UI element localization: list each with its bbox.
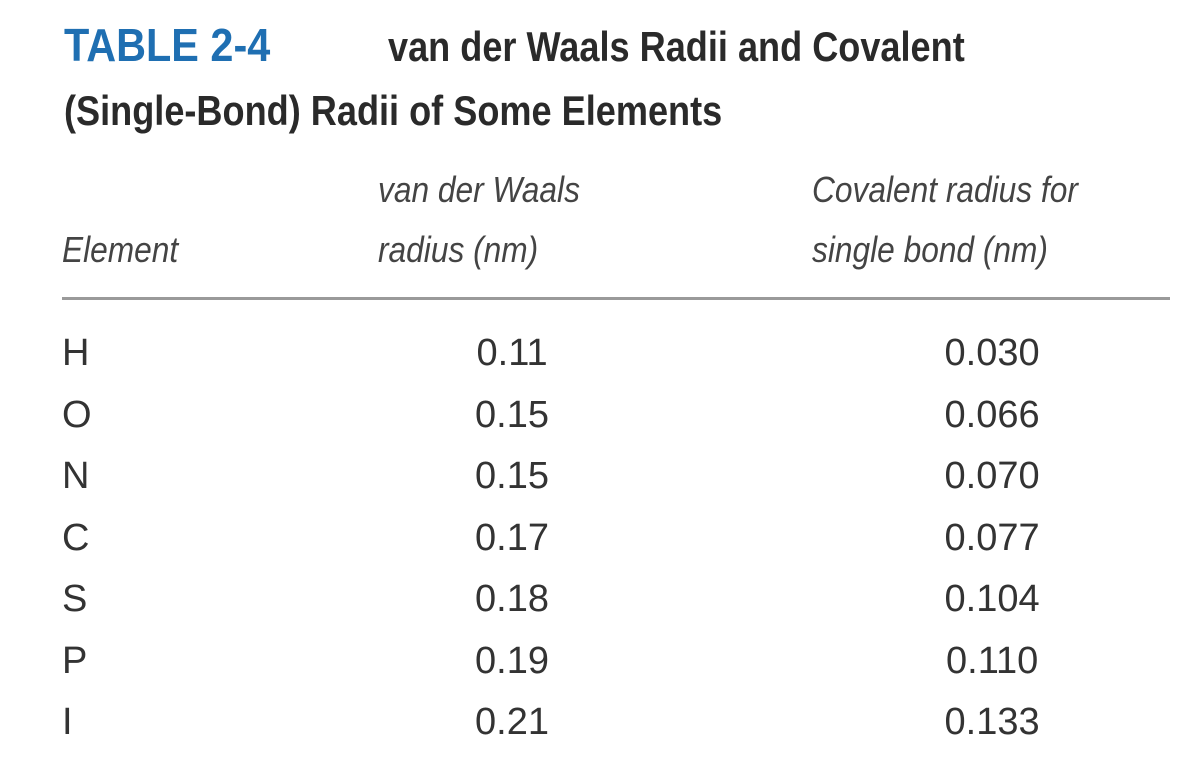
element-cell: O (62, 393, 92, 436)
value-cell: 0.18 (475, 578, 549, 620)
element-cell: H (62, 332, 90, 374)
column-header: Element (62, 229, 179, 270)
value-cell: 0.110 (946, 639, 1039, 682)
value-cell: 0.104 (944, 578, 1040, 620)
value-cell: 0.030 (944, 332, 1040, 374)
column-header: single bond (nm) (812, 229, 1048, 270)
value-cell: 0.070 (944, 455, 1040, 497)
element-cell: S (62, 578, 88, 620)
column-header: Covalent radius for (812, 169, 1078, 210)
title-line: (Single-Bond) Radii of Some Elements (64, 87, 723, 134)
element-cell: I (62, 701, 73, 743)
value-cell: 0.066 (944, 393, 1040, 436)
value-cell: 0.11 (476, 332, 548, 374)
element-cell: P (62, 639, 88, 682)
value-cell: 0.21 (475, 701, 549, 743)
header-rule (62, 297, 1170, 300)
column-header: van der Waals (378, 169, 580, 210)
table-number: TABLE 2-4 (64, 19, 271, 71)
element-cell: N (62, 455, 90, 497)
value-cell: 0.19 (475, 639, 549, 682)
element-cell: C (62, 516, 90, 559)
value-cell: 0.077 (944, 516, 1040, 559)
column-header: radius (nm) (378, 229, 539, 270)
title-line: van der Waals Radii and Covalent (388, 23, 965, 70)
value-cell: 0.15 (475, 455, 549, 497)
value-cell: 0.133 (944, 701, 1040, 743)
value-cell: 0.17 (475, 516, 549, 559)
value-cell: 0.15 (475, 393, 549, 436)
